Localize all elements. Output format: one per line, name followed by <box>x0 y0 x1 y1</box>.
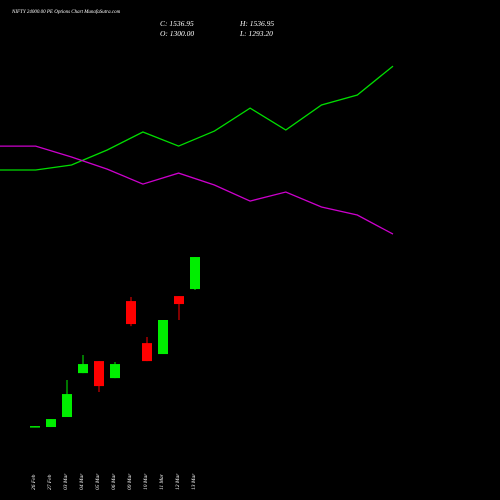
candle-body <box>110 364 120 379</box>
x-tick-label: 13 Mar <box>191 473 197 490</box>
candle-body <box>126 301 136 325</box>
candle-body <box>142 343 152 362</box>
x-tick-label: 12 Mar <box>175 473 181 490</box>
x-tick-label: 27 Feb <box>47 474 53 490</box>
chart-title: NIFTY 24000.00 PE Options Chart MunafaSu… <box>11 10 121 15</box>
candle-body <box>174 296 184 305</box>
indicator-line <box>0 65 394 171</box>
low-label: L: 1293.20 <box>239 29 273 38</box>
candle-body <box>158 320 168 355</box>
x-tick-label: 04 Mar <box>78 473 85 490</box>
candle-body <box>190 257 200 290</box>
close-label: C: 1536.95 <box>160 19 194 28</box>
x-tick-label: 26 Feb <box>31 474 37 490</box>
high-label: H: 1536.95 <box>239 19 274 28</box>
candle-body <box>94 361 104 387</box>
candle-body <box>30 426 40 428</box>
x-tick-label: 11 Mar <box>159 473 165 490</box>
x-tick-label: 10 Mar <box>143 473 149 490</box>
candle-body <box>78 364 88 374</box>
candle-body <box>46 419 56 428</box>
x-tick-label: 05 Mar <box>95 473 101 490</box>
candle-body <box>62 394 72 418</box>
x-tick-label: 03 Mar <box>63 473 69 490</box>
x-tick-label: 09 Mar <box>127 473 133 490</box>
x-tick-label: 06 Mar <box>111 473 117 490</box>
indicator-line <box>0 145 394 235</box>
open-label: O: 1300.00 <box>160 29 194 38</box>
